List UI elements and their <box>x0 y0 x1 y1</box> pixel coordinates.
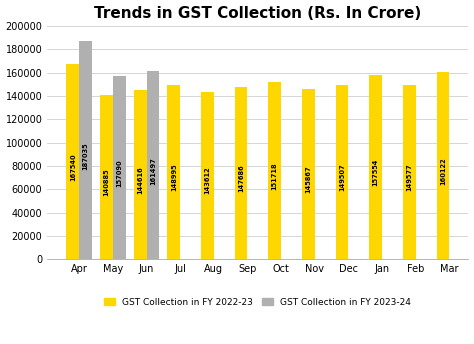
Bar <box>268 82 281 259</box>
Text: 140885: 140885 <box>103 168 109 196</box>
Bar <box>79 41 92 259</box>
Text: 187035: 187035 <box>82 143 89 171</box>
Bar <box>235 87 247 259</box>
Legend: GST Collection in FY 2022-23, GST Collection in FY 2023-24: GST Collection in FY 2022-23, GST Collec… <box>101 294 415 310</box>
Bar <box>201 92 214 259</box>
Bar <box>100 95 113 259</box>
Text: 151718: 151718 <box>272 162 278 190</box>
Bar <box>113 76 126 259</box>
Bar <box>336 85 348 259</box>
Bar <box>167 85 180 259</box>
Text: 145867: 145867 <box>305 165 311 193</box>
Bar <box>66 64 79 259</box>
Text: 157554: 157554 <box>373 159 379 186</box>
Bar <box>146 71 159 259</box>
Text: 167540: 167540 <box>70 153 76 181</box>
Text: 157090: 157090 <box>116 159 122 187</box>
Text: 161497: 161497 <box>150 157 156 184</box>
Bar <box>403 85 416 259</box>
Text: 144616: 144616 <box>137 166 143 194</box>
Text: 149577: 149577 <box>406 163 412 191</box>
Bar <box>134 90 146 259</box>
Text: 160122: 160122 <box>440 158 446 185</box>
Title: Trends in GST Collection (Rs. In Crore): Trends in GST Collection (Rs. In Crore) <box>94 6 421 21</box>
Bar <box>369 75 382 259</box>
Bar <box>302 89 315 259</box>
Text: 143612: 143612 <box>204 166 210 194</box>
Text: 147686: 147686 <box>238 164 244 192</box>
Bar <box>437 72 449 259</box>
Text: 148995: 148995 <box>171 164 177 191</box>
Text: 149507: 149507 <box>339 163 345 191</box>
